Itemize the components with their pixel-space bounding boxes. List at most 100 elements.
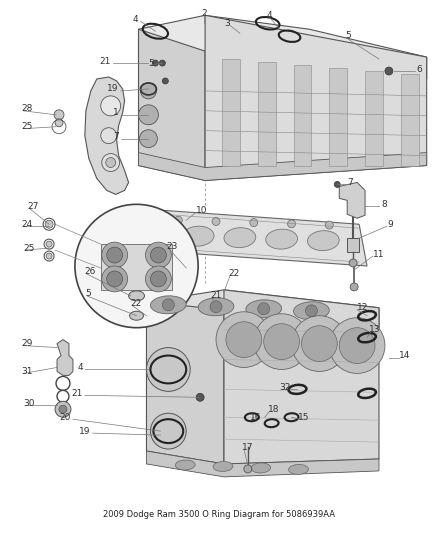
Circle shape — [210, 301, 222, 313]
Circle shape — [107, 247, 123, 263]
Ellipse shape — [175, 460, 195, 470]
Circle shape — [216, 312, 272, 367]
Circle shape — [101, 128, 117, 144]
Text: 22: 22 — [228, 270, 239, 278]
Text: 17: 17 — [242, 442, 253, 451]
Circle shape — [329, 318, 385, 374]
Text: 27: 27 — [27, 202, 39, 211]
Circle shape — [54, 110, 64, 120]
Text: 22: 22 — [131, 300, 142, 308]
Polygon shape — [138, 29, 205, 181]
Circle shape — [59, 405, 67, 413]
Circle shape — [107, 271, 123, 287]
Polygon shape — [138, 15, 427, 79]
Text: 26: 26 — [85, 268, 96, 277]
Text: 21: 21 — [99, 56, 111, 66]
Circle shape — [244, 465, 252, 473]
Text: 7: 7 — [113, 132, 119, 141]
Circle shape — [55, 119, 63, 127]
Circle shape — [152, 60, 159, 66]
Text: 29: 29 — [21, 339, 33, 348]
Circle shape — [305, 305, 318, 317]
Text: 3: 3 — [224, 19, 230, 28]
Text: 4: 4 — [133, 15, 138, 24]
Text: 23: 23 — [166, 241, 178, 251]
Circle shape — [102, 266, 127, 292]
Circle shape — [162, 78, 168, 84]
Polygon shape — [146, 302, 224, 464]
Text: 8: 8 — [381, 200, 387, 209]
Circle shape — [288, 220, 296, 228]
Circle shape — [334, 181, 340, 188]
Text: 24: 24 — [21, 220, 32, 229]
Circle shape — [45, 220, 53, 228]
Circle shape — [150, 413, 186, 449]
Circle shape — [102, 154, 120, 172]
Text: 14: 14 — [399, 351, 410, 360]
Text: 18: 18 — [268, 405, 279, 414]
Polygon shape — [57, 340, 73, 375]
Polygon shape — [293, 65, 311, 166]
Circle shape — [138, 105, 159, 125]
Text: 4: 4 — [77, 363, 83, 372]
Text: 5: 5 — [85, 289, 91, 298]
Circle shape — [264, 324, 300, 360]
Polygon shape — [162, 211, 367, 266]
Text: 6: 6 — [417, 64, 423, 74]
Circle shape — [385, 67, 393, 75]
Text: 2009 Dodge Ram 3500 O Ring Diagram for 5086939AA: 2009 Dodge Ram 3500 O Ring Diagram for 5… — [103, 510, 335, 519]
Text: 30: 30 — [23, 399, 35, 408]
Ellipse shape — [289, 464, 308, 474]
Circle shape — [250, 219, 258, 227]
Circle shape — [349, 259, 357, 267]
Text: 5: 5 — [148, 59, 154, 68]
Text: 13: 13 — [369, 325, 381, 334]
Ellipse shape — [251, 463, 271, 473]
Ellipse shape — [130, 311, 144, 320]
Ellipse shape — [266, 229, 297, 249]
Text: 20: 20 — [60, 413, 71, 422]
Text: 5: 5 — [345, 31, 351, 40]
Text: 21: 21 — [71, 389, 83, 398]
Polygon shape — [146, 451, 379, 477]
Circle shape — [292, 316, 347, 372]
Text: 7: 7 — [347, 178, 353, 187]
Circle shape — [162, 299, 174, 311]
Circle shape — [159, 60, 165, 66]
Ellipse shape — [293, 302, 329, 320]
Ellipse shape — [150, 296, 186, 314]
Circle shape — [350, 283, 358, 291]
Circle shape — [46, 253, 52, 259]
Text: 10: 10 — [196, 206, 208, 215]
Text: 1: 1 — [113, 108, 119, 117]
Circle shape — [226, 322, 262, 358]
Text: 11: 11 — [373, 249, 385, 259]
Text: 19: 19 — [107, 84, 119, 93]
Circle shape — [145, 242, 171, 268]
Circle shape — [196, 393, 204, 401]
Circle shape — [301, 326, 337, 361]
Polygon shape — [205, 15, 427, 181]
Ellipse shape — [129, 291, 145, 301]
Polygon shape — [101, 244, 172, 290]
Polygon shape — [258, 62, 276, 166]
Text: 25: 25 — [23, 244, 35, 253]
Text: 32: 32 — [279, 383, 291, 392]
Ellipse shape — [224, 228, 256, 248]
Ellipse shape — [182, 226, 214, 246]
Circle shape — [106, 158, 116, 167]
Text: 9: 9 — [387, 220, 393, 229]
Polygon shape — [347, 238, 359, 252]
Circle shape — [325, 221, 333, 229]
Text: 12: 12 — [357, 303, 368, 312]
Circle shape — [182, 266, 190, 274]
Circle shape — [102, 242, 127, 268]
Text: 28: 28 — [21, 104, 33, 114]
Polygon shape — [365, 71, 383, 166]
Ellipse shape — [198, 298, 234, 316]
Text: 31: 31 — [21, 367, 33, 376]
Text: 25: 25 — [21, 122, 33, 131]
Circle shape — [150, 247, 166, 263]
Polygon shape — [146, 290, 379, 328]
Polygon shape — [329, 68, 347, 166]
